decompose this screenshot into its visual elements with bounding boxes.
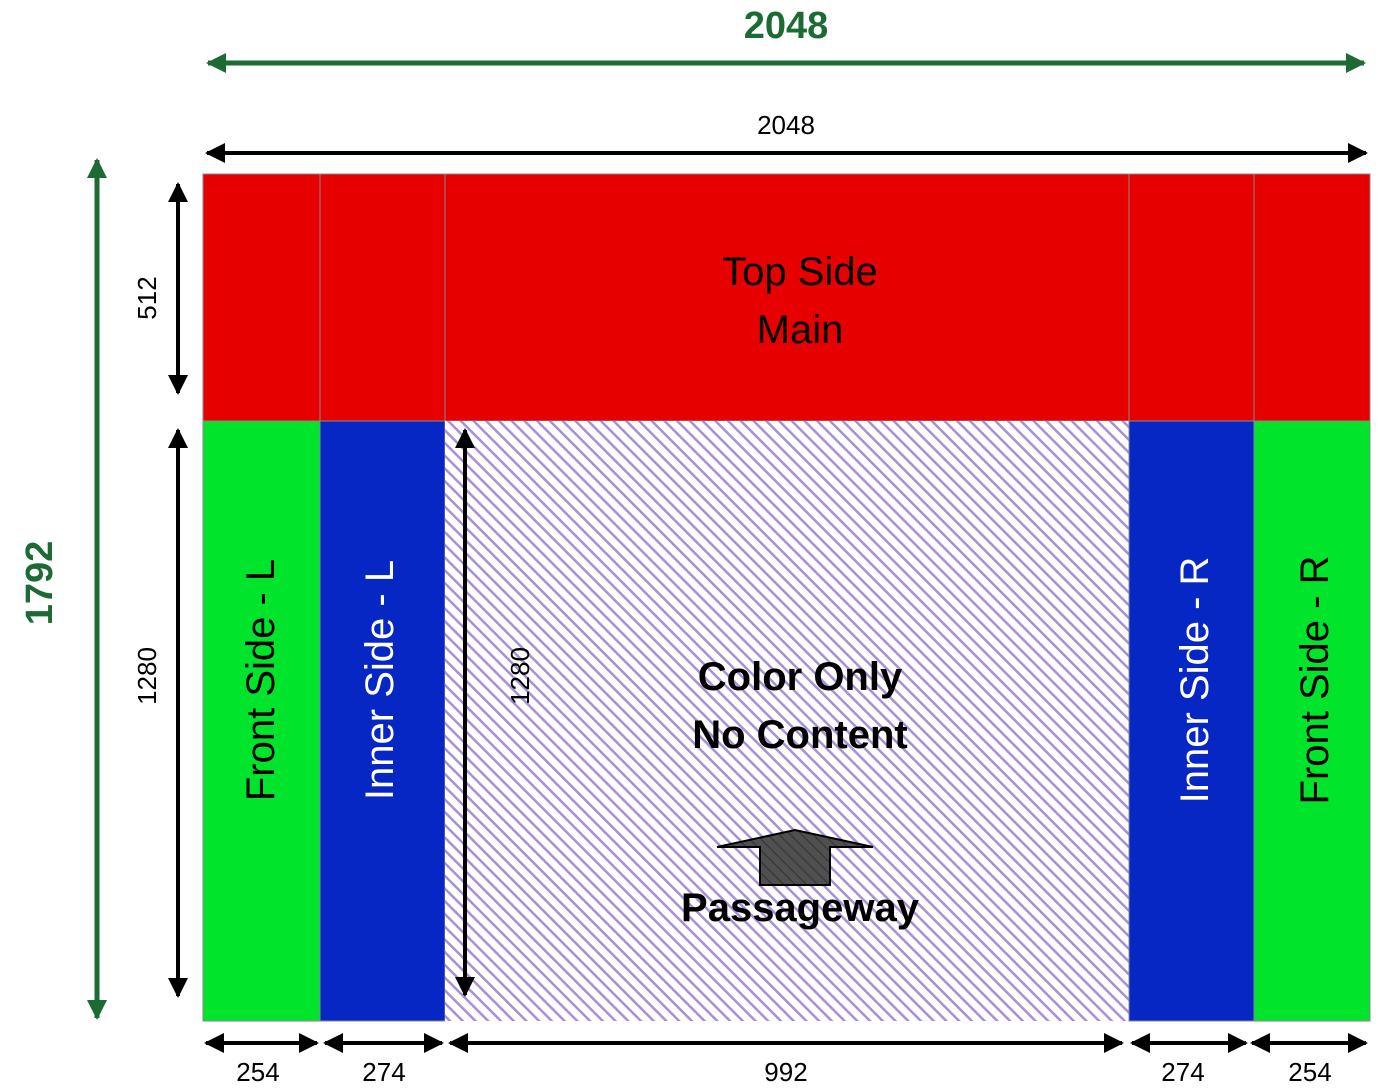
top-height-label: 512 — [132, 276, 162, 319]
inner-side-left-label: Inner Side - L — [358, 560, 402, 800]
top-side-main-panel — [444, 173, 1130, 422]
front-side-left-panel — [202, 420, 321, 1022]
top-side-label: Top Side — [722, 250, 878, 294]
top-strip-front-left — [202, 173, 321, 422]
bottom-width-label-2: 274 — [362, 1057, 405, 1087]
passageway-panel — [445, 421, 1129, 1021]
front-side-right-panel — [1253, 420, 1371, 1022]
color-only-label: Color Only — [698, 655, 903, 699]
passageway-label: Passageway — [681, 886, 920, 930]
bottom-width-label-4: 274 — [1161, 1057, 1204, 1087]
inner-width-label: 2048 — [757, 110, 815, 140]
passageway-arrow-icon — [716, 828, 874, 886]
inner-side-left-panel — [319, 420, 446, 1022]
center-height-label: 1280 — [505, 647, 535, 705]
bottom-width-label-5: 254 — [1288, 1057, 1331, 1087]
inner-side-right-panel — [1128, 420, 1255, 1022]
bottom-width-label-3: 992 — [764, 1057, 807, 1087]
front-side-left-label: Front Side - L — [239, 559, 283, 801]
top-strip-inner-left — [319, 173, 446, 422]
no-content-label: No Content — [692, 713, 908, 757]
inner-side-right-label: Inner Side - R — [1173, 557, 1217, 804]
overall-height-label: 1792 — [19, 541, 61, 626]
front-side-right-label: Front Side - R — [1293, 556, 1337, 805]
top-strip-front-right — [1253, 173, 1371, 422]
overall-width-label: 2048 — [744, 5, 829, 47]
side-height-label: 1280 — [132, 647, 162, 705]
main-label: Main — [757, 308, 844, 352]
bottom-width-label-1: 254 — [236, 1057, 279, 1087]
top-strip-inner-right — [1128, 173, 1255, 422]
